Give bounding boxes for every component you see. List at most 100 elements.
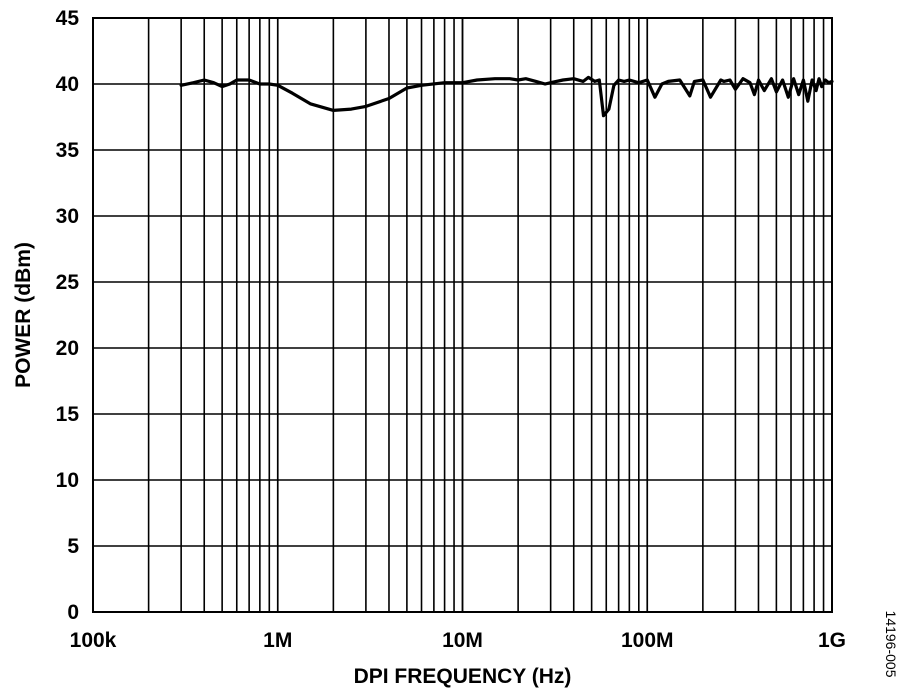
data-point (192, 82, 195, 84)
data-point (763, 90, 765, 92)
data-point (613, 84, 615, 86)
x-tick-label: 100k (70, 629, 117, 652)
data-point (646, 79, 648, 81)
data-point (309, 103, 311, 105)
data-point (248, 79, 250, 81)
data-point (802, 79, 804, 81)
data-point (661, 83, 663, 85)
data-point (594, 80, 596, 82)
data-point (602, 115, 605, 117)
data-point (689, 95, 691, 97)
data-point (824, 79, 826, 81)
data-point (702, 79, 704, 81)
series-layer (179, 75, 834, 118)
data-point (693, 80, 696, 82)
data-point (757, 79, 760, 81)
data-point (236, 79, 238, 81)
data-point (259, 83, 261, 85)
data-point (562, 79, 564, 81)
data-point (720, 79, 722, 81)
data-point (654, 96, 656, 98)
data-point (770, 78, 773, 80)
data-point (350, 108, 352, 110)
data-point (729, 79, 731, 81)
plot-frame (92, 17, 833, 613)
x-tick-label: 10M (442, 629, 483, 652)
data-point (749, 82, 751, 84)
grid (93, 18, 832, 612)
y-tick-label: 5 (67, 535, 79, 558)
data-point (734, 88, 736, 90)
x-tick-labels: 100k 1M 10M 100M 1G (70, 629, 846, 652)
y-tick-label: 45 (56, 7, 80, 30)
y-tick-label: 25 (56, 271, 80, 294)
data-point (420, 84, 423, 86)
data-point (793, 78, 795, 80)
series-line (179, 75, 834, 118)
data-point (818, 78, 820, 80)
data-point (775, 91, 777, 93)
data-point (277, 84, 279, 86)
data-point (742, 78, 744, 80)
data-point (787, 96, 789, 98)
data-point (203, 79, 205, 81)
y-axis-title: POWER (dBm) (12, 242, 35, 388)
data-point (598, 79, 600, 81)
y-tick-label: 10 (56, 469, 79, 492)
data-point (821, 86, 823, 88)
data-point (709, 96, 712, 98)
x-tick-label: 100M (621, 629, 674, 652)
data-point (517, 79, 519, 81)
data-point (550, 82, 552, 84)
data-point (798, 93, 800, 96)
data-point (638, 82, 640, 84)
y-tick-label: 20 (56, 337, 79, 360)
data-point (406, 87, 408, 89)
y-tick-label: 35 (56, 139, 80, 162)
data-point (221, 86, 223, 88)
y-tick-labels: 0 5 10 15 20 25 30 35 40 45 (56, 7, 80, 624)
data-point (587, 76, 589, 78)
data-point (828, 82, 830, 84)
data-point (213, 82, 215, 84)
data-point (291, 92, 293, 94)
data-point (476, 79, 478, 81)
figure-id: 14196-005 (883, 611, 899, 678)
series-points (180, 76, 833, 117)
x-axis-title: DPI FREQUENCY (Hz) (354, 665, 572, 688)
data-point (811, 79, 813, 81)
data-point (535, 80, 537, 82)
x-tick-label: 1G (818, 629, 846, 652)
data-point (525, 78, 527, 80)
data-point (229, 83, 231, 85)
data-point (807, 100, 809, 102)
y-tick-label: 15 (56, 403, 80, 426)
data-point (332, 109, 334, 111)
data-point (679, 79, 681, 81)
y-tick-label: 30 (56, 205, 79, 228)
data-point (494, 78, 496, 80)
data-point (723, 80, 725, 82)
data-point (781, 79, 784, 81)
data-point (365, 105, 367, 108)
data-point (443, 82, 446, 84)
data-point (544, 83, 546, 85)
data-point (753, 93, 755, 96)
data-point (623, 80, 625, 82)
data-point (582, 80, 584, 82)
data-point (618, 79, 620, 81)
data-point (815, 90, 817, 92)
data-point (388, 97, 390, 100)
y-tick-label: 0 (67, 601, 79, 624)
data-point (667, 80, 669, 82)
data-point (268, 83, 270, 85)
data-point (573, 78, 575, 80)
data-point (628, 79, 630, 81)
data-point (608, 108, 610, 110)
data-point (461, 82, 464, 84)
data-point (180, 84, 182, 86)
y-tick-label: 40 (56, 73, 79, 96)
data-point (509, 78, 511, 80)
x-tick-label: 1M (263, 629, 292, 652)
